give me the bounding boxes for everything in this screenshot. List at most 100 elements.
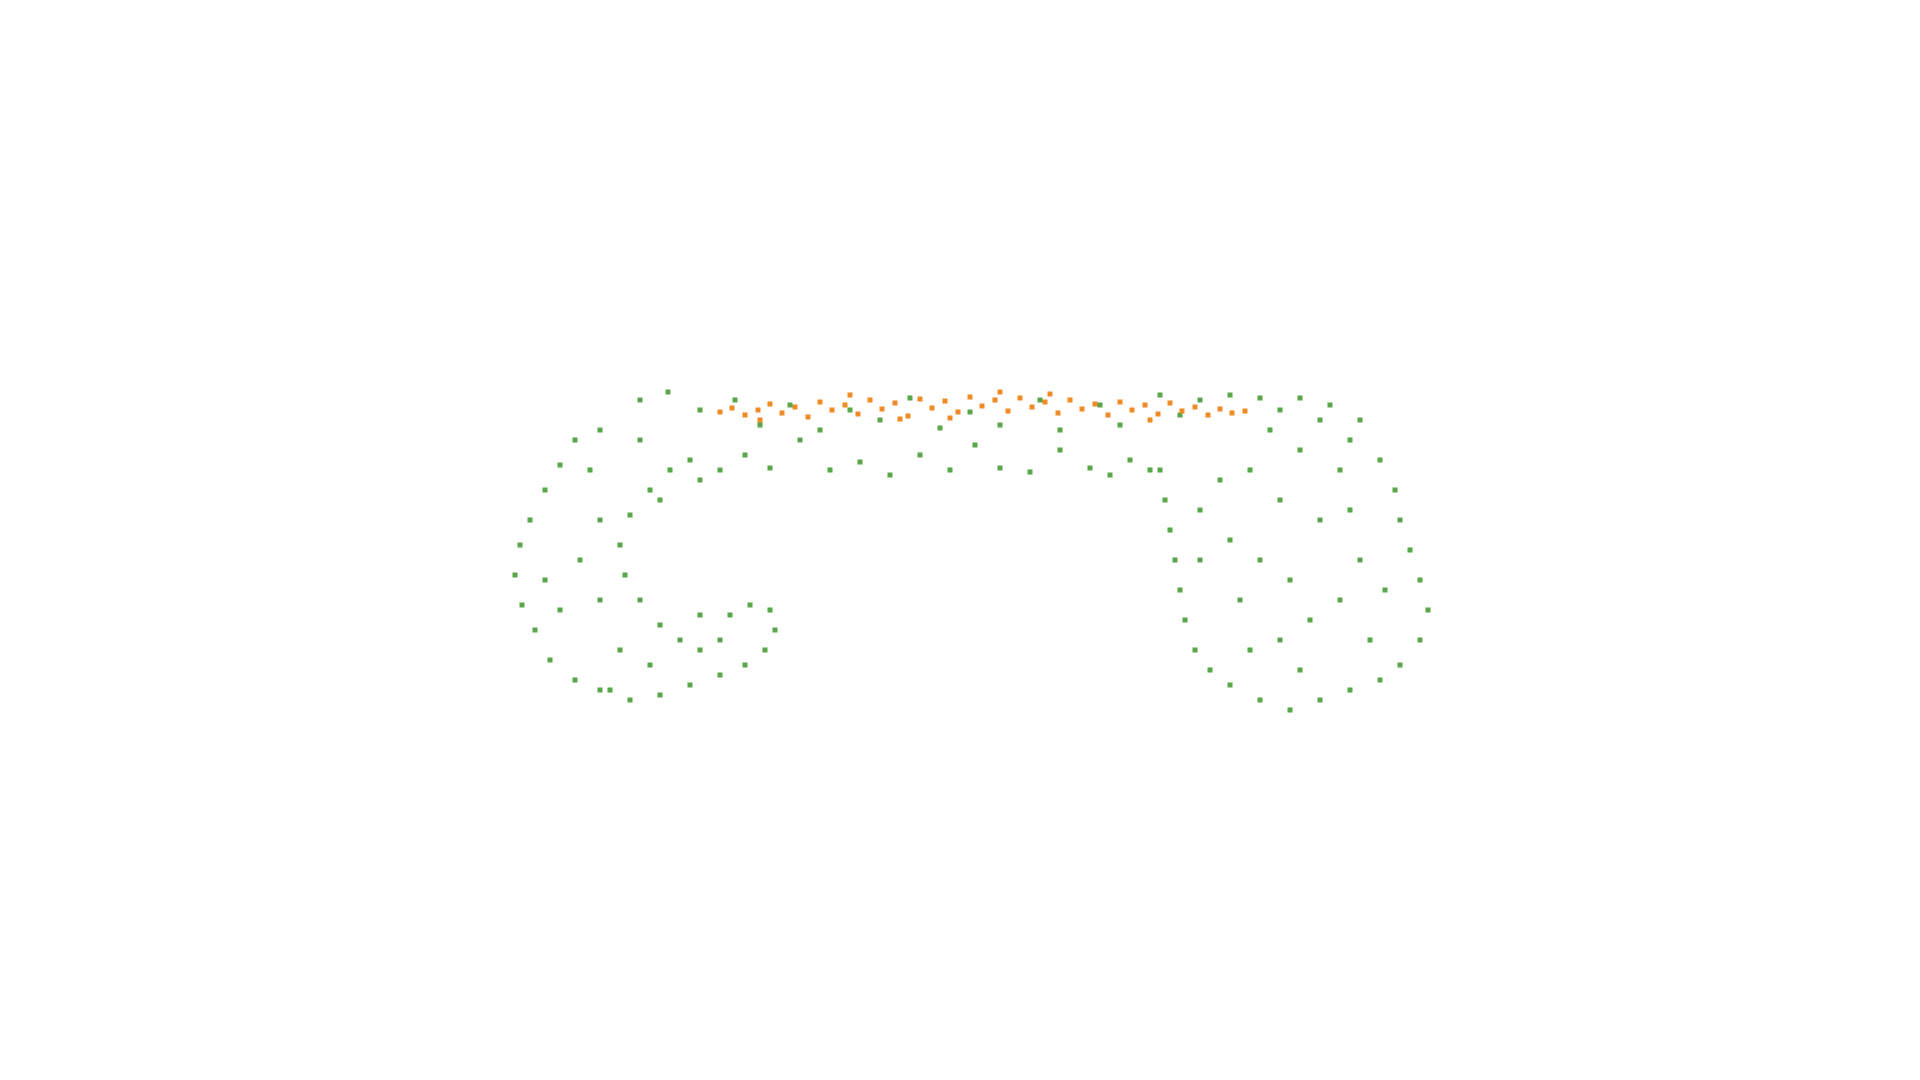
point (747, 602, 753, 608)
point (905, 413, 911, 419)
point (1162, 497, 1168, 503)
point (947, 415, 953, 421)
point (677, 637, 683, 643)
point (1267, 427, 1273, 433)
point (1167, 400, 1173, 406)
point (1157, 392, 1163, 398)
point (657, 692, 663, 698)
point (1197, 557, 1203, 563)
point (1027, 469, 1033, 475)
point (742, 412, 748, 418)
point (1087, 465, 1093, 471)
point (1172, 557, 1178, 563)
point (1297, 395, 1303, 401)
point (1005, 408, 1011, 414)
point (527, 517, 533, 523)
point (732, 397, 738, 403)
point (697, 477, 703, 483)
point (857, 459, 863, 465)
point (727, 612, 733, 618)
point (1297, 447, 1303, 453)
point (572, 437, 578, 443)
point (1317, 697, 1323, 703)
point (617, 542, 623, 548)
point (1257, 395, 1263, 401)
point (647, 662, 653, 668)
point (767, 607, 773, 613)
point (1347, 687, 1353, 693)
point (597, 427, 603, 433)
point (1227, 392, 1233, 398)
point (1097, 402, 1103, 408)
point (817, 427, 823, 433)
point (697, 407, 703, 413)
point (967, 394, 973, 400)
point (1127, 457, 1133, 463)
point (1277, 407, 1283, 413)
point (617, 647, 623, 653)
point (1229, 410, 1235, 416)
point (1337, 597, 1343, 603)
point (997, 389, 1003, 395)
point (587, 467, 593, 473)
point (665, 389, 671, 395)
point (1055, 410, 1061, 416)
point (1327, 402, 1333, 408)
point (1347, 507, 1353, 513)
point (955, 409, 961, 415)
point (1417, 577, 1423, 583)
point (1417, 637, 1423, 643)
point (1297, 667, 1303, 673)
point (942, 398, 948, 404)
point (972, 442, 978, 448)
point (1142, 402, 1148, 408)
point (997, 422, 1003, 428)
point (597, 517, 603, 523)
point (1307, 617, 1313, 623)
point (805, 414, 811, 420)
point (1217, 406, 1223, 412)
point (697, 647, 703, 653)
point (547, 657, 553, 663)
point (607, 687, 613, 693)
point (1079, 406, 1085, 412)
point (1247, 647, 1253, 653)
point (967, 409, 973, 415)
point (542, 487, 548, 493)
point (1377, 677, 1383, 683)
point (979, 403, 985, 409)
point (1177, 412, 1183, 418)
point (929, 405, 935, 411)
point (1287, 577, 1293, 583)
point (1117, 422, 1123, 428)
point (657, 622, 663, 628)
point (637, 437, 643, 443)
point (1037, 397, 1043, 403)
point (897, 416, 903, 422)
point (877, 417, 883, 423)
point (757, 417, 763, 423)
point (1167, 527, 1173, 533)
point (1192, 647, 1198, 653)
point (1277, 497, 1283, 503)
point (757, 422, 763, 428)
point (1092, 401, 1098, 407)
point (797, 437, 803, 443)
point (742, 662, 748, 668)
point (1105, 412, 1111, 418)
point (1257, 557, 1263, 563)
point (1317, 517, 1323, 523)
point (1287, 707, 1293, 713)
point (532, 627, 538, 633)
point (717, 467, 723, 473)
point (855, 411, 861, 417)
point (997, 465, 1003, 471)
point (1392, 487, 1398, 493)
point (787, 402, 793, 408)
point (519, 602, 525, 608)
point (687, 682, 693, 688)
point (1367, 637, 1373, 643)
point (762, 647, 768, 653)
point (827, 467, 833, 473)
point (1192, 404, 1198, 410)
